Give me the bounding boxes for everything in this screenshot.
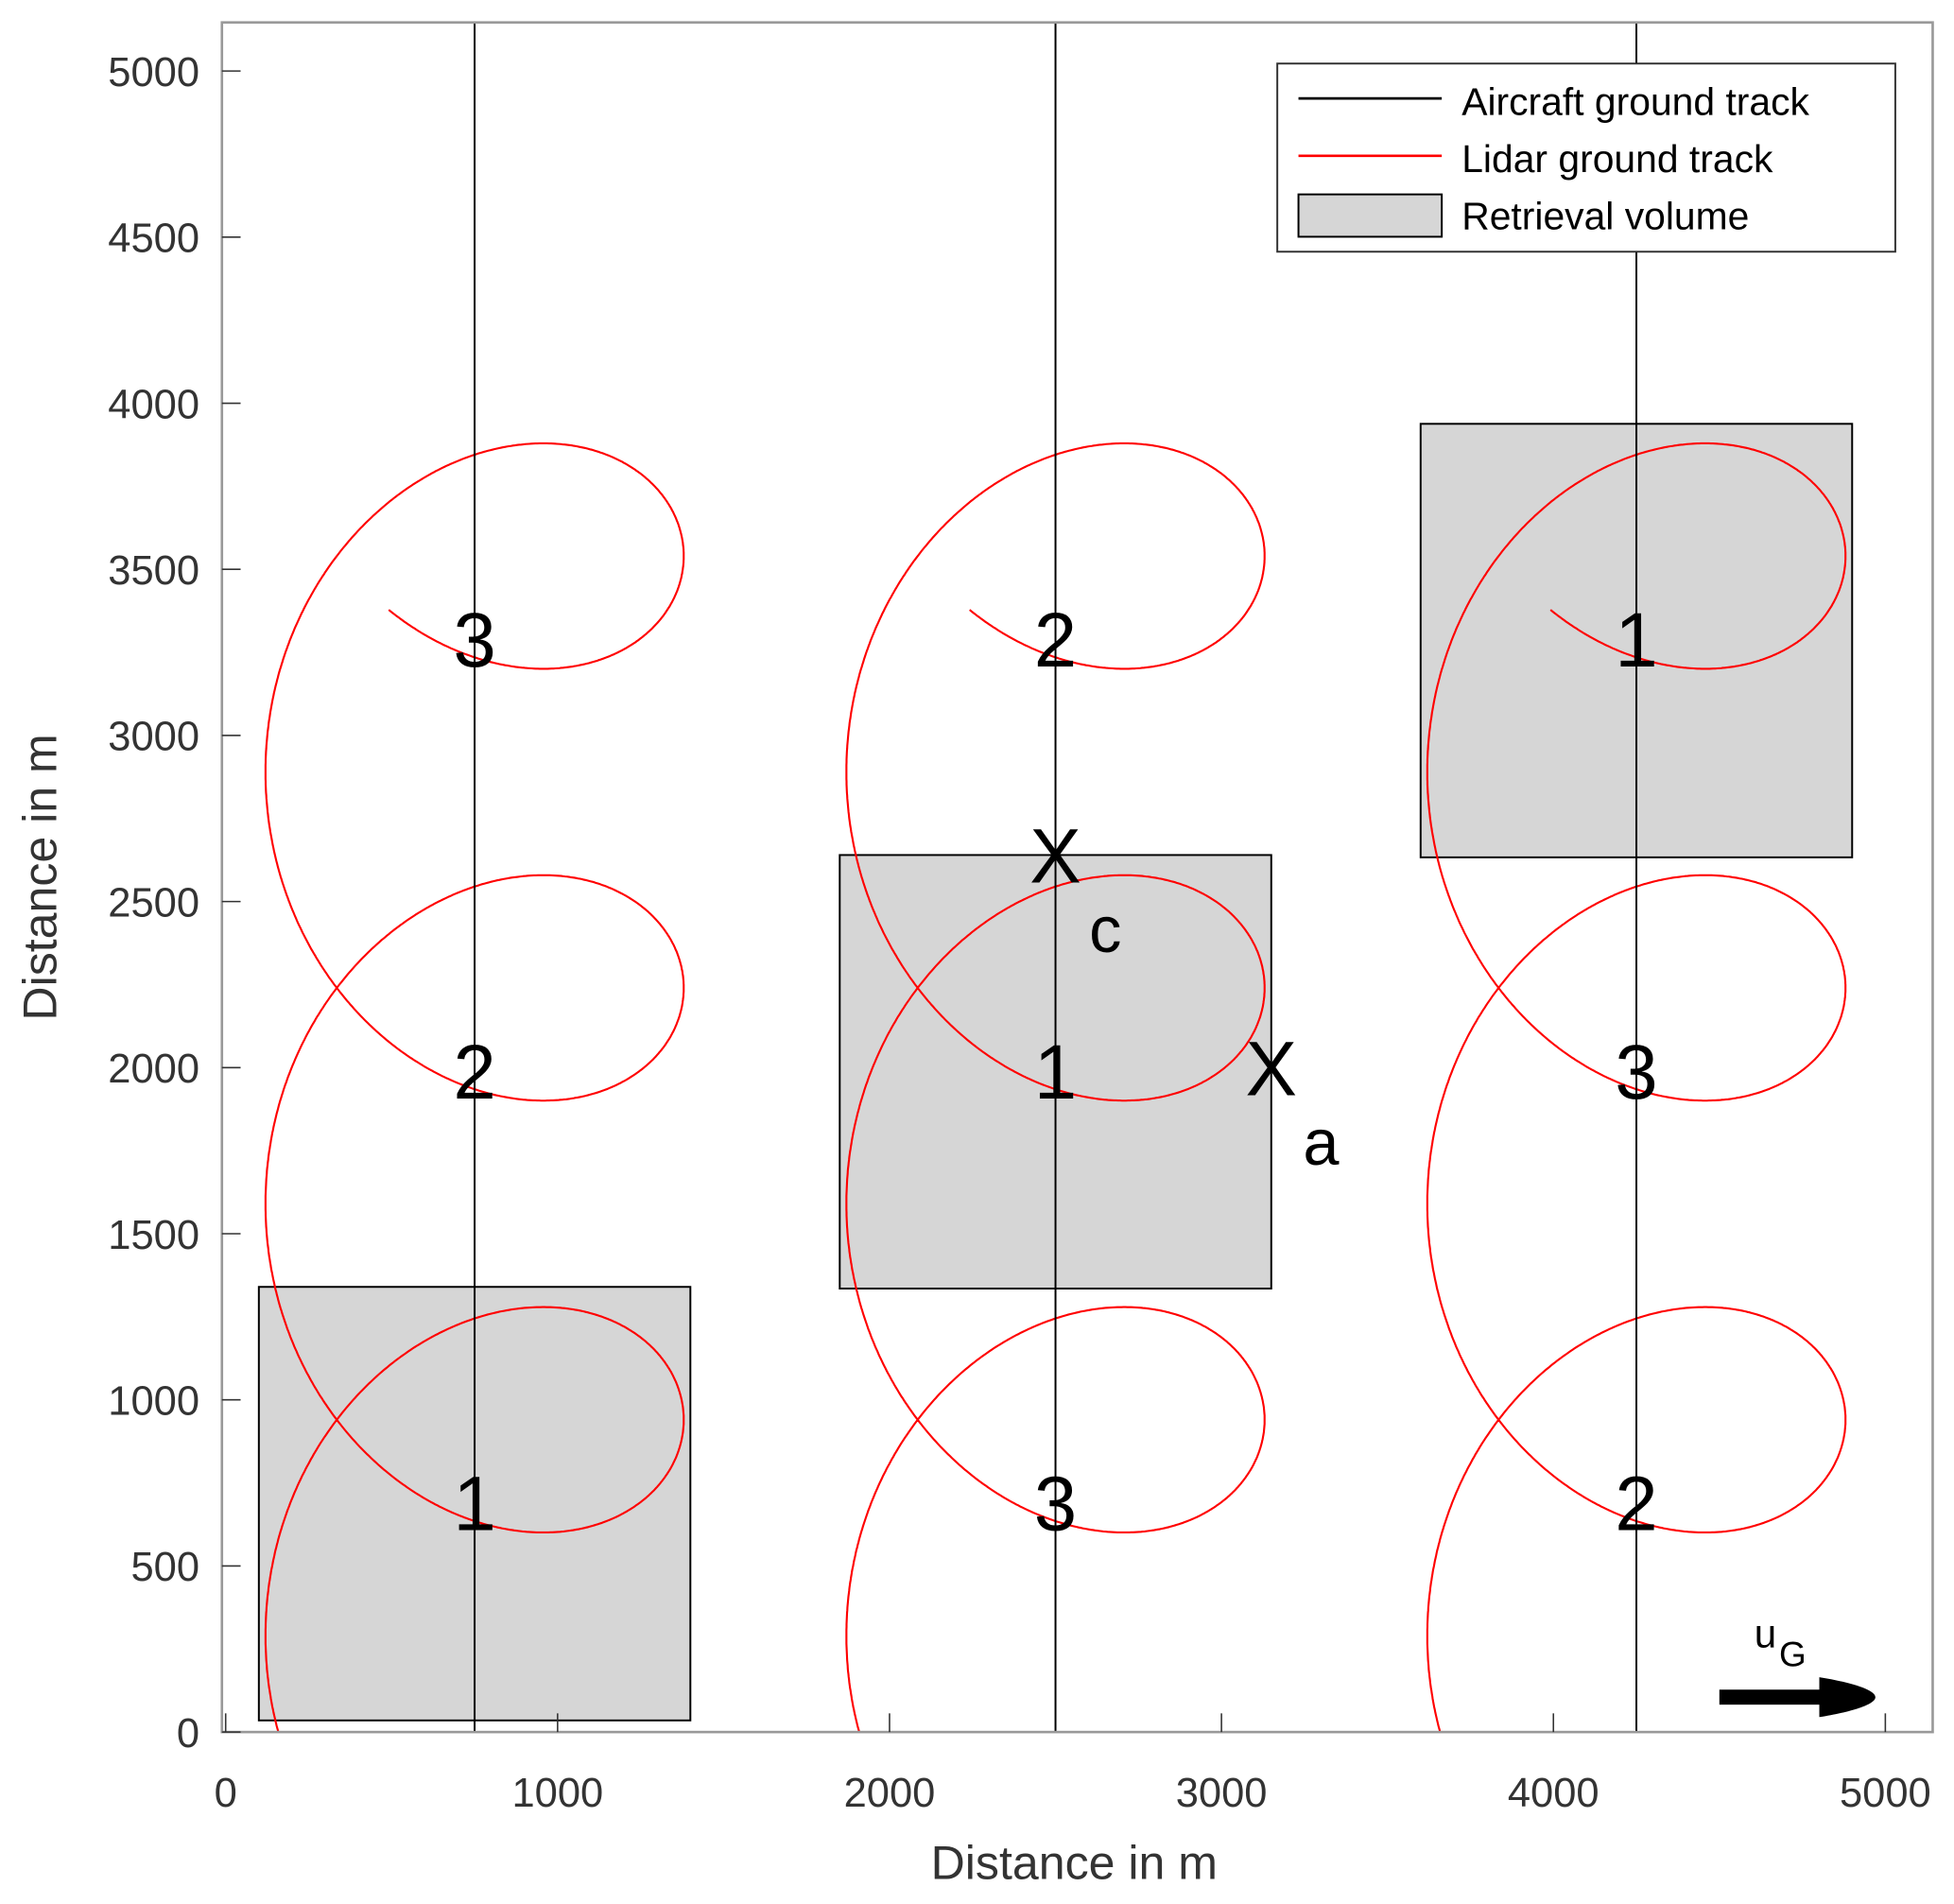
y-tick-label: 1000 [108, 1379, 199, 1425]
lidar-ground-track [1426, 441, 1847, 1733]
region-number-label: 2 [453, 1030, 495, 1116]
region-number-label: 3 [1034, 1462, 1077, 1548]
wind-label-main: u [1755, 1611, 1776, 1655]
aircraft-tracks [474, 22, 1638, 1733]
y-tick-label: 4000 [108, 382, 199, 427]
lidar-ground-track [845, 441, 1266, 1733]
y-tick-label: 2500 [108, 880, 199, 926]
y-tick-label: 4500 [108, 216, 199, 262]
region-number-label: 1 [1034, 1030, 1077, 1116]
legend-entry-label: Aircraft ground track [1461, 79, 1809, 123]
lidar-ground-track [264, 441, 685, 1733]
lidar-tracks [264, 441, 1847, 1733]
x-tick-label: 3000 [1176, 1771, 1268, 1816]
x-tick-label: 1000 [511, 1771, 603, 1816]
annotation-main: X [1246, 1026, 1298, 1112]
region-number-label: 1 [1615, 597, 1657, 684]
y-tick-label: 3000 [108, 715, 199, 760]
region-number-label: 2 [1615, 1462, 1657, 1548]
annotation-subscript: a [1303, 1106, 1340, 1179]
y-tick-label: 3500 [108, 548, 199, 594]
y-axis-label: Distance in m [13, 734, 66, 1020]
region-labels: 1 2 3 3 1 2 2 3 1 [453, 597, 1657, 1548]
legend-swatch-patch [1297, 193, 1444, 238]
axes: 0 1000 2000 3000 4000 50000500100015002000250… [108, 21, 1934, 1816]
y-tick-label: 5000 [108, 50, 199, 95]
region-number-label: 3 [1615, 1030, 1657, 1116]
wind-label-subscript: G [1779, 1635, 1807, 1673]
x-axis-label: Distance in m [931, 1837, 1218, 1890]
wind-arrow-icon [1719, 1677, 1876, 1718]
region-number-label: 1 [453, 1462, 495, 1548]
legend-entry-label: Retrieval volume [1461, 195, 1749, 238]
x-tick-label: 2000 [844, 1771, 936, 1816]
y-tick-label: 500 [130, 1545, 199, 1590]
y-tick-label: 2000 [108, 1047, 199, 1092]
x-tick-label: 4000 [1508, 1771, 1600, 1816]
x-tick-label: 0 [215, 1771, 237, 1816]
annotation-subscript: c [1089, 893, 1121, 966]
region-number-label: 2 [1034, 597, 1077, 684]
y-tick-label: 0 [177, 1711, 199, 1757]
region-number-label: 3 [453, 597, 495, 684]
annotation-main: X [1029, 813, 1081, 899]
legend-entry-label: Lidar ground track [1461, 137, 1773, 181]
legend: Aircraft ground track Lidar ground track R… [1276, 62, 1896, 253]
axes-frame [220, 21, 1934, 1734]
y-tick-label: 1500 [108, 1213, 199, 1258]
x-tick-label: 5000 [1840, 1771, 1931, 1816]
